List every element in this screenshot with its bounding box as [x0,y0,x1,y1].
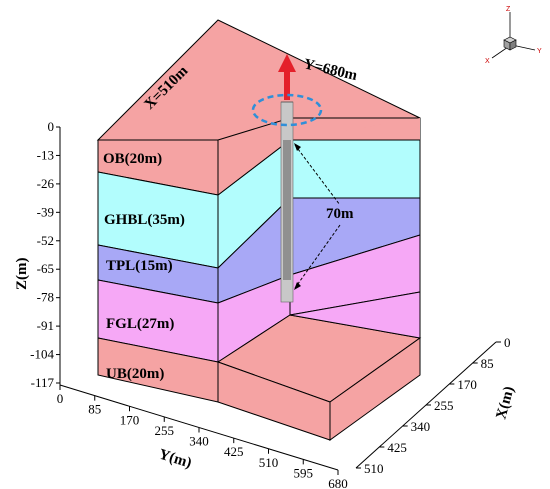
layer-label-ghbl: GHBL(35m) [104,212,185,228]
y-axis: 0 85 170 255 340 425 510 595 680 [57,384,348,489]
well-screen [283,140,291,280]
z-tick-label: -13 [37,147,54,162]
well-depth-label: 70m [326,206,354,222]
y-tick-label: 510 [259,455,279,470]
x-tick-label: 0 [504,335,511,350]
y-tick-label: 85 [88,402,101,417]
y-tick-label: 425 [224,444,244,459]
gizmo-x-line [491,46,509,59]
ub-right-strip [329,337,421,441]
left-front-face [97,139,219,403]
fgl-right-lower [289,291,421,339]
depth-dim-upper-head [294,143,301,151]
depth-dim-lower [294,224,341,289]
layer-ob-right [290,118,420,140]
y-tick-label: 170 [120,412,140,427]
y-tick-label: 595 [294,465,314,480]
wellhead-ellipse [251,93,323,127]
z-axis: 0 -13 -26 -39 -52 -65 -78 -91 -104 -117 [30,119,61,390]
z-tick-label: 0 [48,119,55,134]
y-tick-label: 340 [189,434,209,449]
right-face [289,118,421,316]
z-tick-label: -117 [31,375,55,390]
x-tick-label: 170 [457,377,477,392]
y-tick-label: 255 [155,423,175,438]
layer-label-fgl: FGL(27m) [106,316,174,332]
z-tick-label: -104 [30,347,54,362]
x-axis-title: X(m) [493,385,517,421]
x-tick-label: 510 [364,461,384,476]
gizmo-cube-right [509,39,517,51]
y-tick-label: 0 [57,391,64,406]
depth-dim-upper [294,144,341,206]
flow-arrow [278,54,296,100]
gizmo-z-label: Z [506,6,511,13]
depth-dim-lower-head [294,282,301,290]
layer-ghbl-right [289,139,421,199]
x-tick-label: 85 [481,356,494,371]
layer-label-tpl: TPL(15m) [106,258,173,274]
x-tick-label: 425 [387,440,407,455]
y-tick-label: 680 [328,476,348,489]
gizmo-x-label: X [485,58,490,65]
x-tick-label: 340 [411,419,431,434]
gizmo-y-label: Y [537,48,542,55]
y-axis-title: Y(m) [157,447,194,472]
z-tick-label: -65 [37,261,54,276]
x-tick-label: 255 [434,398,454,413]
z-tick-label: -91 [37,318,54,333]
z-tick-label: -78 [37,290,54,305]
z-axis-title: Z(m) [14,258,30,291]
orientation-gizmo: Z Y X [485,6,542,65]
layer-label-ob: OB(20m) [103,151,162,167]
z-tick-label: -39 [37,204,54,219]
layer-label-ub: UB(20m) [106,366,164,382]
z-tick-label: -52 [37,233,54,248]
z-tick-label: -26 [37,176,55,191]
